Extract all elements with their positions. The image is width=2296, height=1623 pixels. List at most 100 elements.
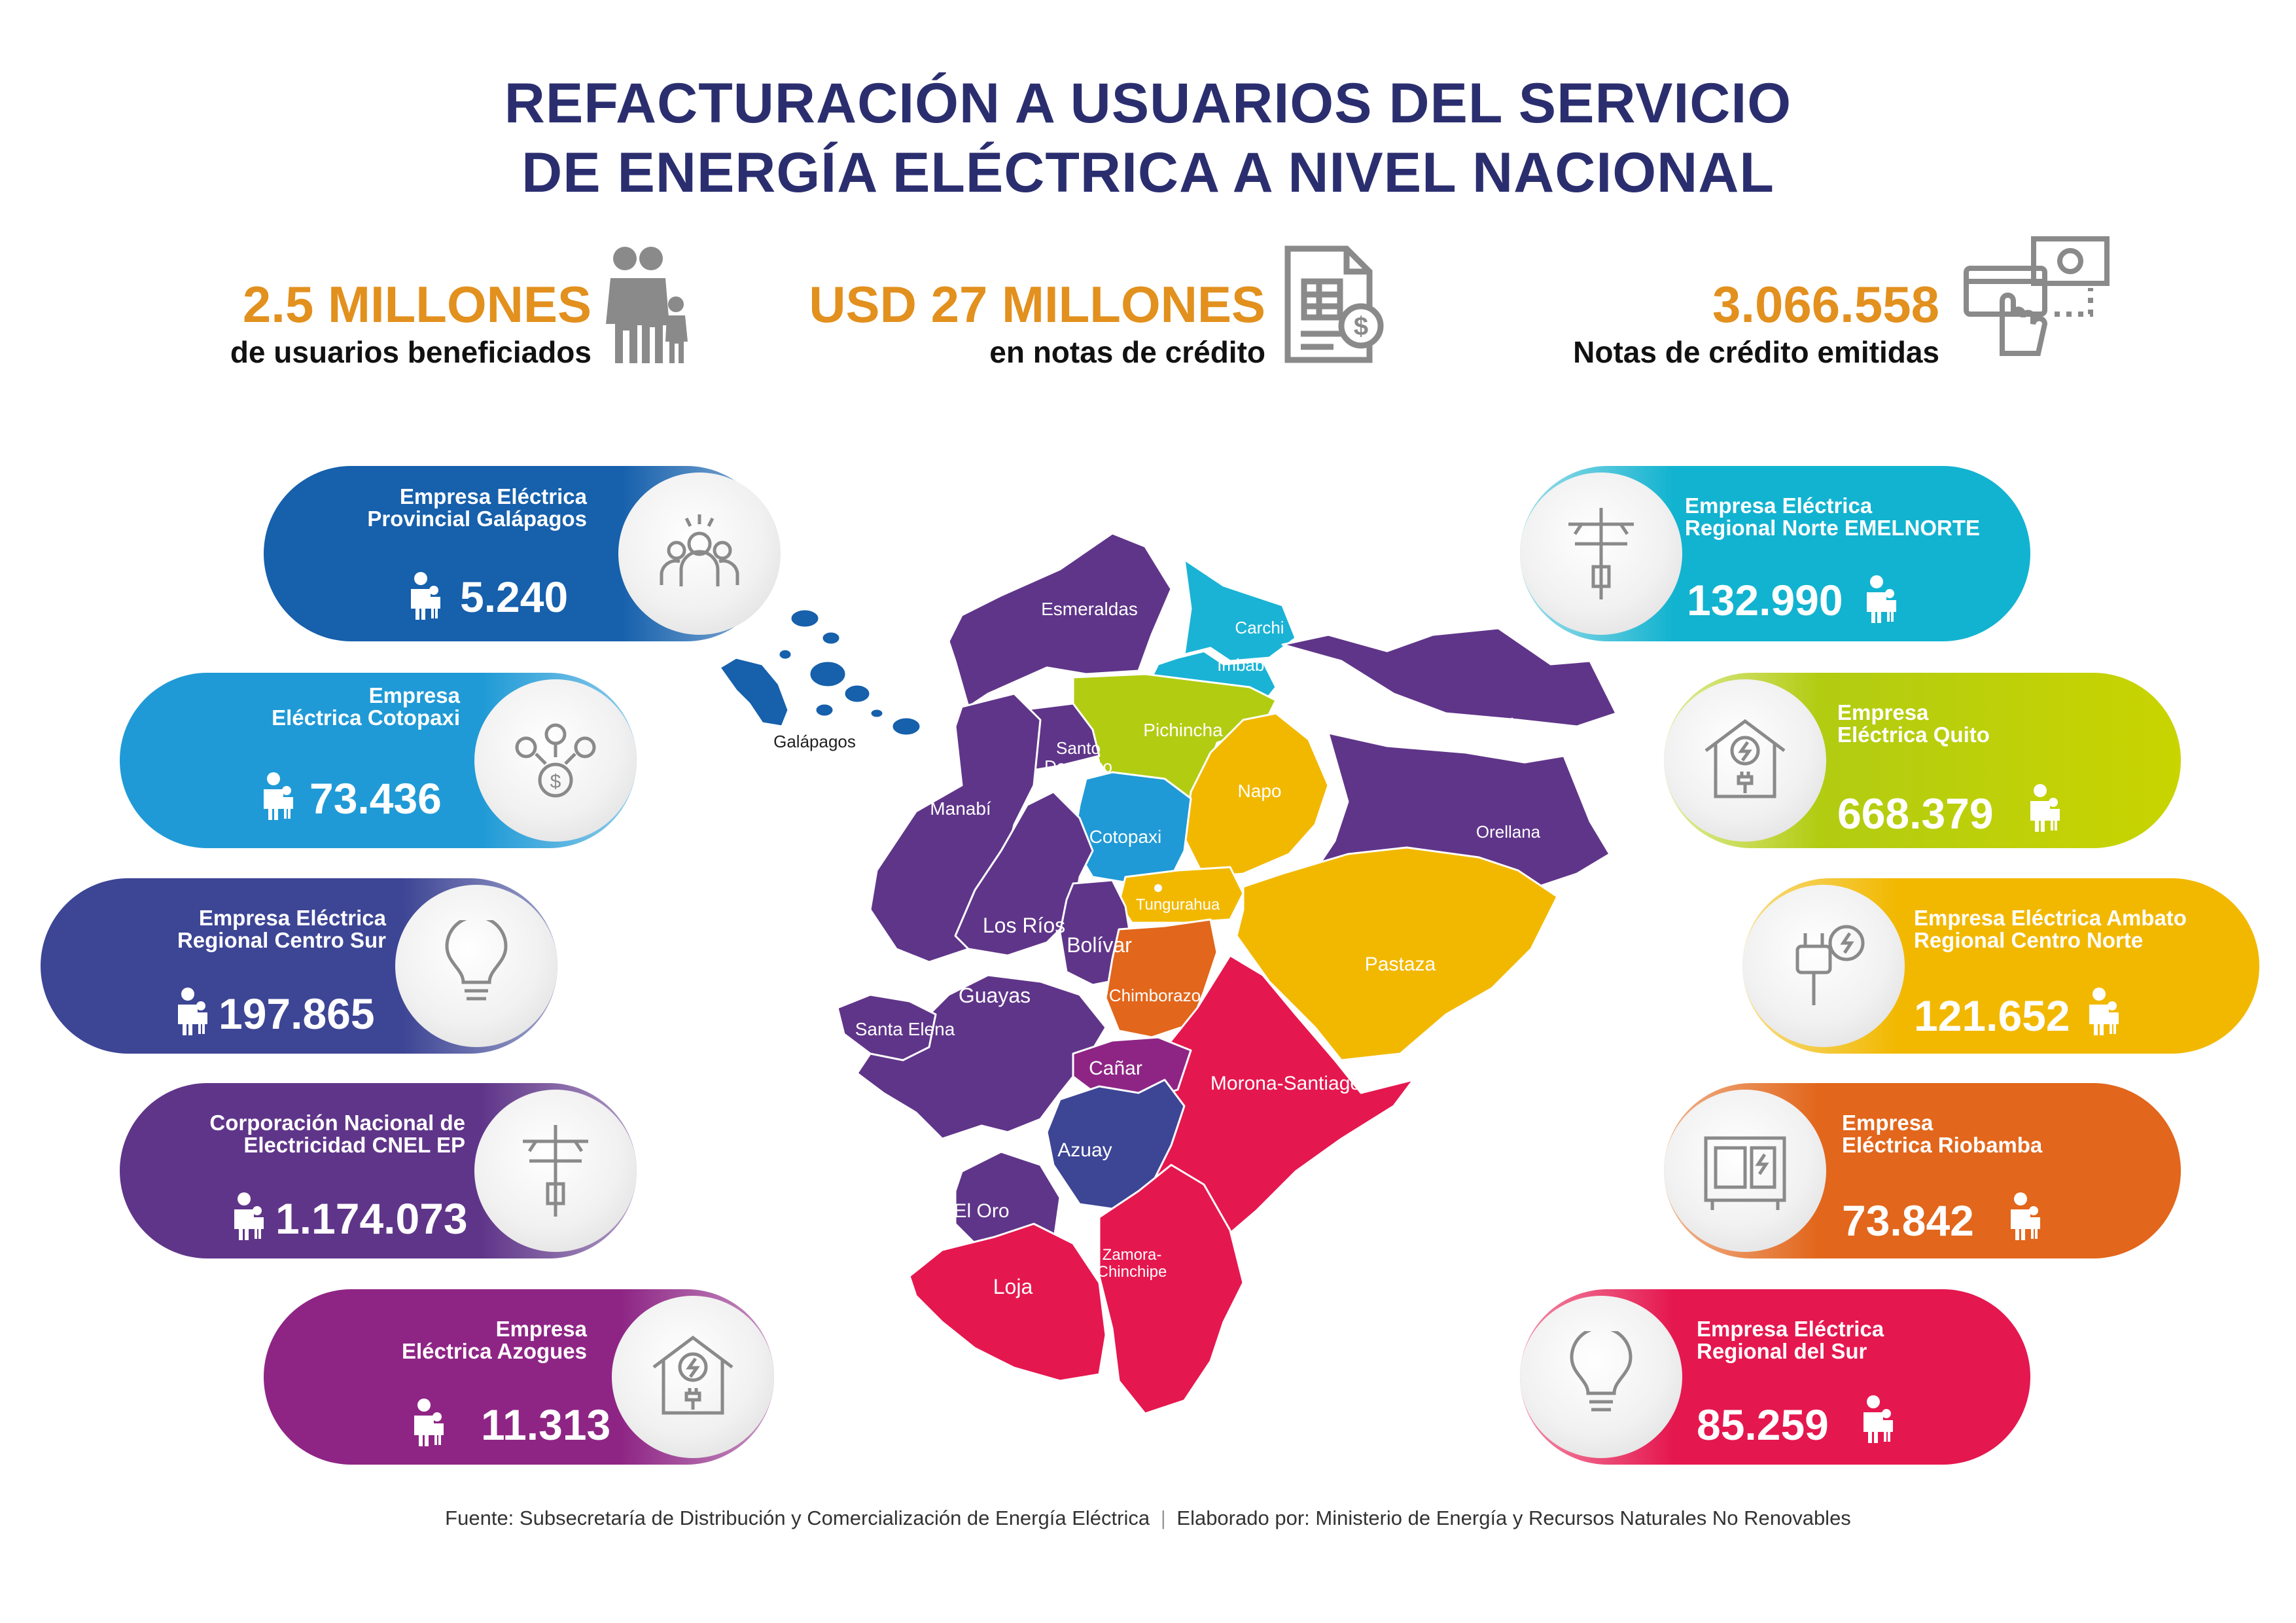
company-name: Corporación Nacional de Electricidad CNE… (209, 1111, 465, 1157)
map-label: Pichincha (1143, 720, 1223, 740)
plug-icon (1795, 925, 1865, 1005)
company-card-galapagos: Empresa Eléctrica Provincial Galápagos 5… (264, 466, 781, 641)
company-icon-circle (395, 885, 557, 1047)
page-title: REFACTURACIÓN A USUARIOS DEL SERVICIO DE… (0, 69, 2296, 207)
footer-author: Elaborado por: Ministerio de Energía y R… (1176, 1507, 1851, 1529)
people-icon (178, 988, 207, 1035)
company-name: Empresa Eléctrica Azogues (401, 1317, 587, 1363)
capital-dot (1154, 884, 1162, 892)
lightbulb-icon (445, 920, 508, 1001)
province-zamora-chinchipe (1098, 1164, 1245, 1415)
company-value: 121.652 (1914, 991, 2070, 1040)
province-orellana (1307, 732, 1611, 888)
company-value: 132.990 (1687, 576, 1843, 624)
footer-source: Fuente: Subsecretaría de Distribución y … (445, 1507, 1150, 1529)
province-manabi (869, 692, 1042, 963)
company-name: Empresa Eléctrica Ambato Regional Centro… (1914, 906, 2187, 952)
province-santa-elena (836, 993, 937, 1061)
company-name: Empresa Eléctrica Regional Norte EMELNOR… (1685, 493, 1981, 540)
money-flow-icon: $ (515, 723, 596, 798)
map-label: Guayas (959, 984, 1031, 1007)
power-pole-icon (523, 1125, 588, 1217)
province-napo (1183, 712, 1330, 878)
map-label: Azuay (1057, 1139, 1112, 1161)
people-icon (411, 572, 440, 620)
company-card-azogues: Empresa Eléctrica Azogues 11.313 (264, 1289, 774, 1465)
people-icon (1867, 575, 1896, 623)
stat-notes-label: Notas de crédito emitidas (1573, 335, 1939, 369)
province-esmeraldas (947, 532, 1173, 708)
stat-notes: 3.066.558 Notas de crédito emitidas (1573, 275, 1939, 370)
province-tungurahua (1118, 866, 1245, 924)
map-label: Loja (993, 1275, 1033, 1298)
map-label: Chimborazo (1109, 986, 1201, 1005)
stat-credit: USD 27 MILLONES en notas de crédito (809, 275, 1265, 370)
svg-text:$: $ (1354, 312, 1368, 341)
company-card-centro-sur: Empresa Eléctrica Regional Centro Sur 19… (41, 878, 557, 1054)
company-icon-circle (1742, 885, 1905, 1047)
company-card-quito: Empresa Eléctrica Quito 668.379 (1664, 673, 2181, 848)
footer: Fuente: Subsecretaría de Distribución y … (0, 1507, 2296, 1530)
map-label: Esmeraldas (1041, 599, 1138, 619)
company-icon-circle (1664, 679, 1826, 842)
stat-users: 2.5 MILLONES de usuarios beneficiados (230, 275, 592, 370)
company-icon-circle (474, 1090, 637, 1252)
company-card-cotopaxi: Empresa Eléctrica Cotopaxi 73.436 $ (120, 673, 637, 848)
province-los-rios (954, 791, 1094, 957)
map-label: Sucumbíos (1446, 715, 1531, 734)
map-label: Cotopaxi (1089, 827, 1162, 847)
company-name: Empresa Eléctrica Riobamba (1842, 1111, 2043, 1157)
province-carchi (1183, 558, 1297, 662)
company-icon-circle: $ (474, 679, 637, 842)
map-label: Imbabura (1217, 655, 1289, 675)
title-line-1: REFACTURACIÓN A USUARIOS DEL SERVICIO (504, 72, 1792, 135)
province-loja (908, 1222, 1107, 1382)
company-icon-circle (1520, 473, 1682, 635)
group-people-icon (660, 514, 739, 586)
map-label: Napo (1238, 781, 1282, 801)
province-azuay (1046, 1079, 1186, 1212)
company-icon-circle (1664, 1090, 1826, 1252)
map-label: Pastaza (1365, 954, 1436, 975)
family-icon (606, 247, 688, 363)
people-icon (2089, 988, 2119, 1035)
company-card-emelnorte: Empresa Eléctrica Regional Norte EMELNOR… (1520, 466, 2030, 641)
map-label: Zamora-Chinchipe (1097, 1246, 1167, 1281)
company-name: Empresa Eléctrica Quito (1837, 700, 1990, 747)
company-icon-circle (618, 473, 781, 635)
company-card-cnel: Corporación Nacional de Electricidad CNE… (120, 1083, 637, 1258)
house-energy-icon (1704, 719, 1786, 798)
people-icon (2011, 1192, 2040, 1240)
company-value: 668.379 (1837, 789, 1994, 838)
lightbulb-icon (1570, 1331, 1633, 1412)
map-label: Manabí (930, 798, 991, 819)
people-icon (2030, 784, 2060, 832)
company-card-sur: Empresa Eléctrica Regional del Sur 85.25… (1520, 1289, 2030, 1465)
svg-text:$: $ (550, 771, 561, 793)
stat-credit-value: USD 27 MILLONES (809, 276, 1265, 333)
house-energy-icon (652, 1335, 733, 1415)
people-icon (414, 1399, 444, 1446)
company-value: 1.174.073 (275, 1194, 468, 1243)
map-label: Galápagos (773, 732, 856, 751)
province-sucumbios (1281, 627, 1617, 728)
company-name: Empresa Eléctrica Regional Centro Sur (177, 906, 386, 952)
company-value: 197.865 (219, 990, 375, 1038)
invoice-dollar-icon: $ (1284, 245, 1384, 363)
map-label: Santo Domingo (1044, 738, 1112, 776)
company-name: Empresa Eléctrica Cotopaxi (272, 683, 460, 730)
company-value: 73.842 (1842, 1196, 1974, 1245)
title-line-2: DE ENERGÍA ELÉCTRICA A NIVEL NACIONAL (521, 141, 1775, 204)
stat-credit-label: en notas de crédito (989, 335, 1265, 369)
people-icon (234, 1192, 264, 1240)
footer-separator: | (1160, 1507, 1166, 1529)
map-label: Santa Elena (855, 1019, 955, 1039)
map-label: Orellana (1476, 822, 1541, 842)
stat-users-value: 2.5 MILLONES (242, 276, 592, 333)
map-label: Los Ríos (983, 914, 1065, 937)
ecuador-map: Esmeraldas Carchi Imbabura Galápagos Pichinc… (718, 532, 1617, 1415)
generator-icon (1704, 1136, 1786, 1210)
power-pole-icon (1568, 508, 1634, 599)
map-label: Tungurahua (1136, 896, 1220, 914)
company-card-riobamba: Empresa Eléctrica Riobamba 73.842 (1664, 1083, 2181, 1258)
